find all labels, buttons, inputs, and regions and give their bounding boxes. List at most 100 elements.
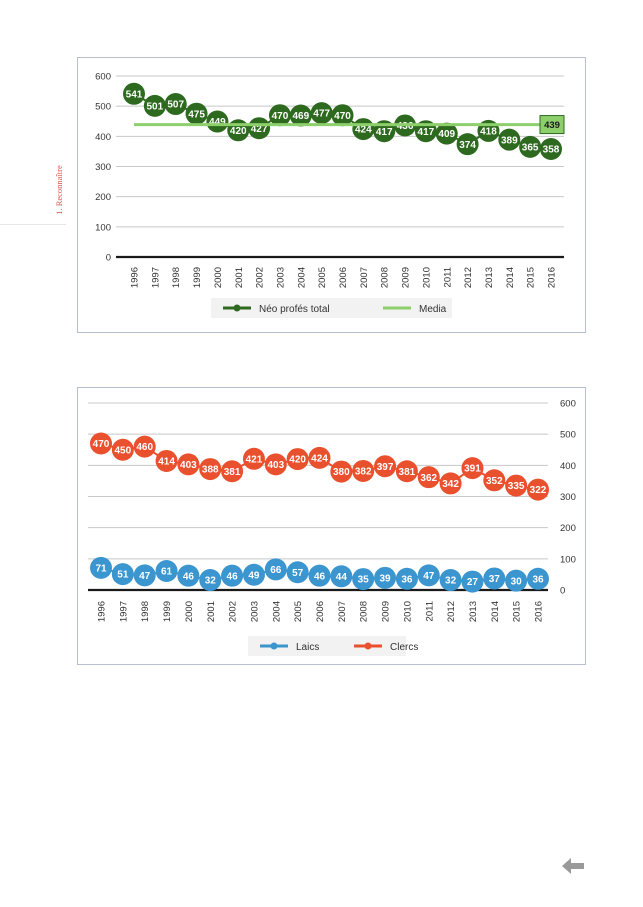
data-point: [374, 455, 397, 478]
x-tick-label: 2005: [317, 267, 328, 288]
data-label: 358: [543, 145, 560, 156]
x-tick-label: 1998: [171, 267, 182, 288]
data-label: 460: [136, 442, 153, 453]
data-label: 32: [445, 576, 457, 587]
arrow-left-icon[interactable]: [560, 855, 586, 877]
data-label: 449: [209, 117, 226, 128]
x-tick-label: 2010: [421, 267, 432, 288]
data-point: [177, 564, 200, 587]
y-tick-label: 0: [106, 253, 111, 264]
data-point: [395, 460, 418, 483]
data-point: [199, 569, 222, 592]
y-tick-label: 0: [560, 586, 565, 597]
data-label: 477: [313, 109, 330, 120]
data-point: [540, 138, 562, 161]
legend-marker: [270, 642, 278, 650]
data-label: 365: [522, 142, 539, 153]
legend-label: Clercs: [390, 642, 418, 653]
data-label: 46: [314, 571, 326, 582]
data-point: [331, 104, 354, 127]
x-tick-label: 1997: [118, 601, 129, 622]
data-label: 470: [334, 111, 351, 122]
data-point: [483, 567, 506, 590]
legend-label: Media: [419, 304, 447, 315]
x-tick-label: 2001: [234, 267, 245, 288]
x-tick-label: 2002: [255, 267, 266, 288]
x-tick-label: 1998: [140, 601, 151, 622]
x-tick-label: 1996: [130, 267, 141, 288]
data-label: 35: [358, 575, 370, 586]
legend-label: Laics: [296, 642, 319, 653]
legend: Laics Clercs: [248, 636, 418, 656]
neo-profes-chart: 0 100 200 300 400 500 600 1996 1997 1998 1999 2000 2…: [77, 57, 586, 333]
data-point: [111, 563, 134, 586]
data-point: [483, 469, 506, 492]
data-label: 469: [292, 111, 309, 122]
data-point: [155, 559, 178, 582]
data-label: 436: [397, 121, 414, 132]
data-label: 403: [180, 460, 197, 471]
data-point: [505, 474, 528, 497]
x-tick-label: 1997: [150, 267, 161, 288]
data-label: 507: [167, 100, 184, 111]
data-point: [133, 435, 156, 458]
data-label: 335: [508, 481, 525, 492]
data-point: [505, 569, 528, 592]
data-label: 450: [115, 445, 132, 456]
x-tick-label: 2014: [505, 267, 516, 288]
data-point: [155, 449, 178, 472]
media-value-box: [539, 115, 565, 135]
data-point: [417, 466, 440, 489]
x-tick-label: 1999: [162, 601, 173, 622]
data-point: [439, 569, 462, 592]
x-tick-label: 2013: [468, 601, 479, 622]
data-label: 541: [126, 89, 143, 100]
data-point: [330, 460, 353, 483]
data-point: [221, 460, 244, 483]
y-tick-label: 100: [95, 222, 111, 233]
data-point: [164, 93, 187, 116]
data-label: 352: [486, 476, 503, 487]
data-point: [143, 94, 166, 117]
data-point: [264, 558, 287, 581]
data-label: 61: [161, 567, 173, 578]
legend-box: [211, 298, 452, 318]
data-point: [439, 472, 462, 495]
x-tick-label: 2014: [490, 601, 501, 622]
data-point: [268, 104, 291, 127]
y-tick-label: 200: [95, 192, 111, 203]
data-point: [308, 446, 331, 469]
x-tick-label: 2003: [249, 601, 260, 622]
data-label: 382: [355, 467, 372, 478]
data-label: 414: [158, 457, 175, 468]
x-tick-label: 2012: [446, 601, 457, 622]
data-label: 374: [459, 140, 476, 151]
x-tick-label: 2000: [184, 601, 195, 622]
data-point: [417, 564, 440, 587]
data-point: [286, 561, 309, 584]
data-label: 409: [438, 129, 455, 140]
data-label: 51: [117, 570, 129, 581]
data-label: 36: [532, 574, 544, 585]
data-label: 381: [224, 467, 241, 478]
x-tick-label: 2011: [424, 601, 435, 621]
data-point: [435, 122, 458, 145]
legend-marker: [364, 642, 372, 650]
data-point: [185, 102, 208, 125]
data-label: 470: [272, 111, 289, 122]
data-label: 30: [511, 576, 523, 587]
data-label: 420: [289, 455, 306, 466]
legend-marker: [233, 304, 241, 312]
laics-clercs-chart-svg: 0 100 200 300 400 500 600 1996 1997 1998 1999 2000 2…: [88, 399, 576, 656]
data-point: [248, 117, 271, 140]
data-point: [352, 459, 375, 482]
x-tick-label: 2000: [213, 267, 224, 288]
data-point: [527, 478, 549, 501]
data-point: [111, 438, 134, 461]
data-label: 418: [480, 127, 497, 138]
x-tick-label: 2013: [484, 267, 495, 288]
data-point: [461, 570, 484, 593]
media-value-label: 439: [544, 120, 560, 131]
x-tick-label: 2012: [463, 267, 474, 288]
data-label: 66: [270, 565, 282, 576]
